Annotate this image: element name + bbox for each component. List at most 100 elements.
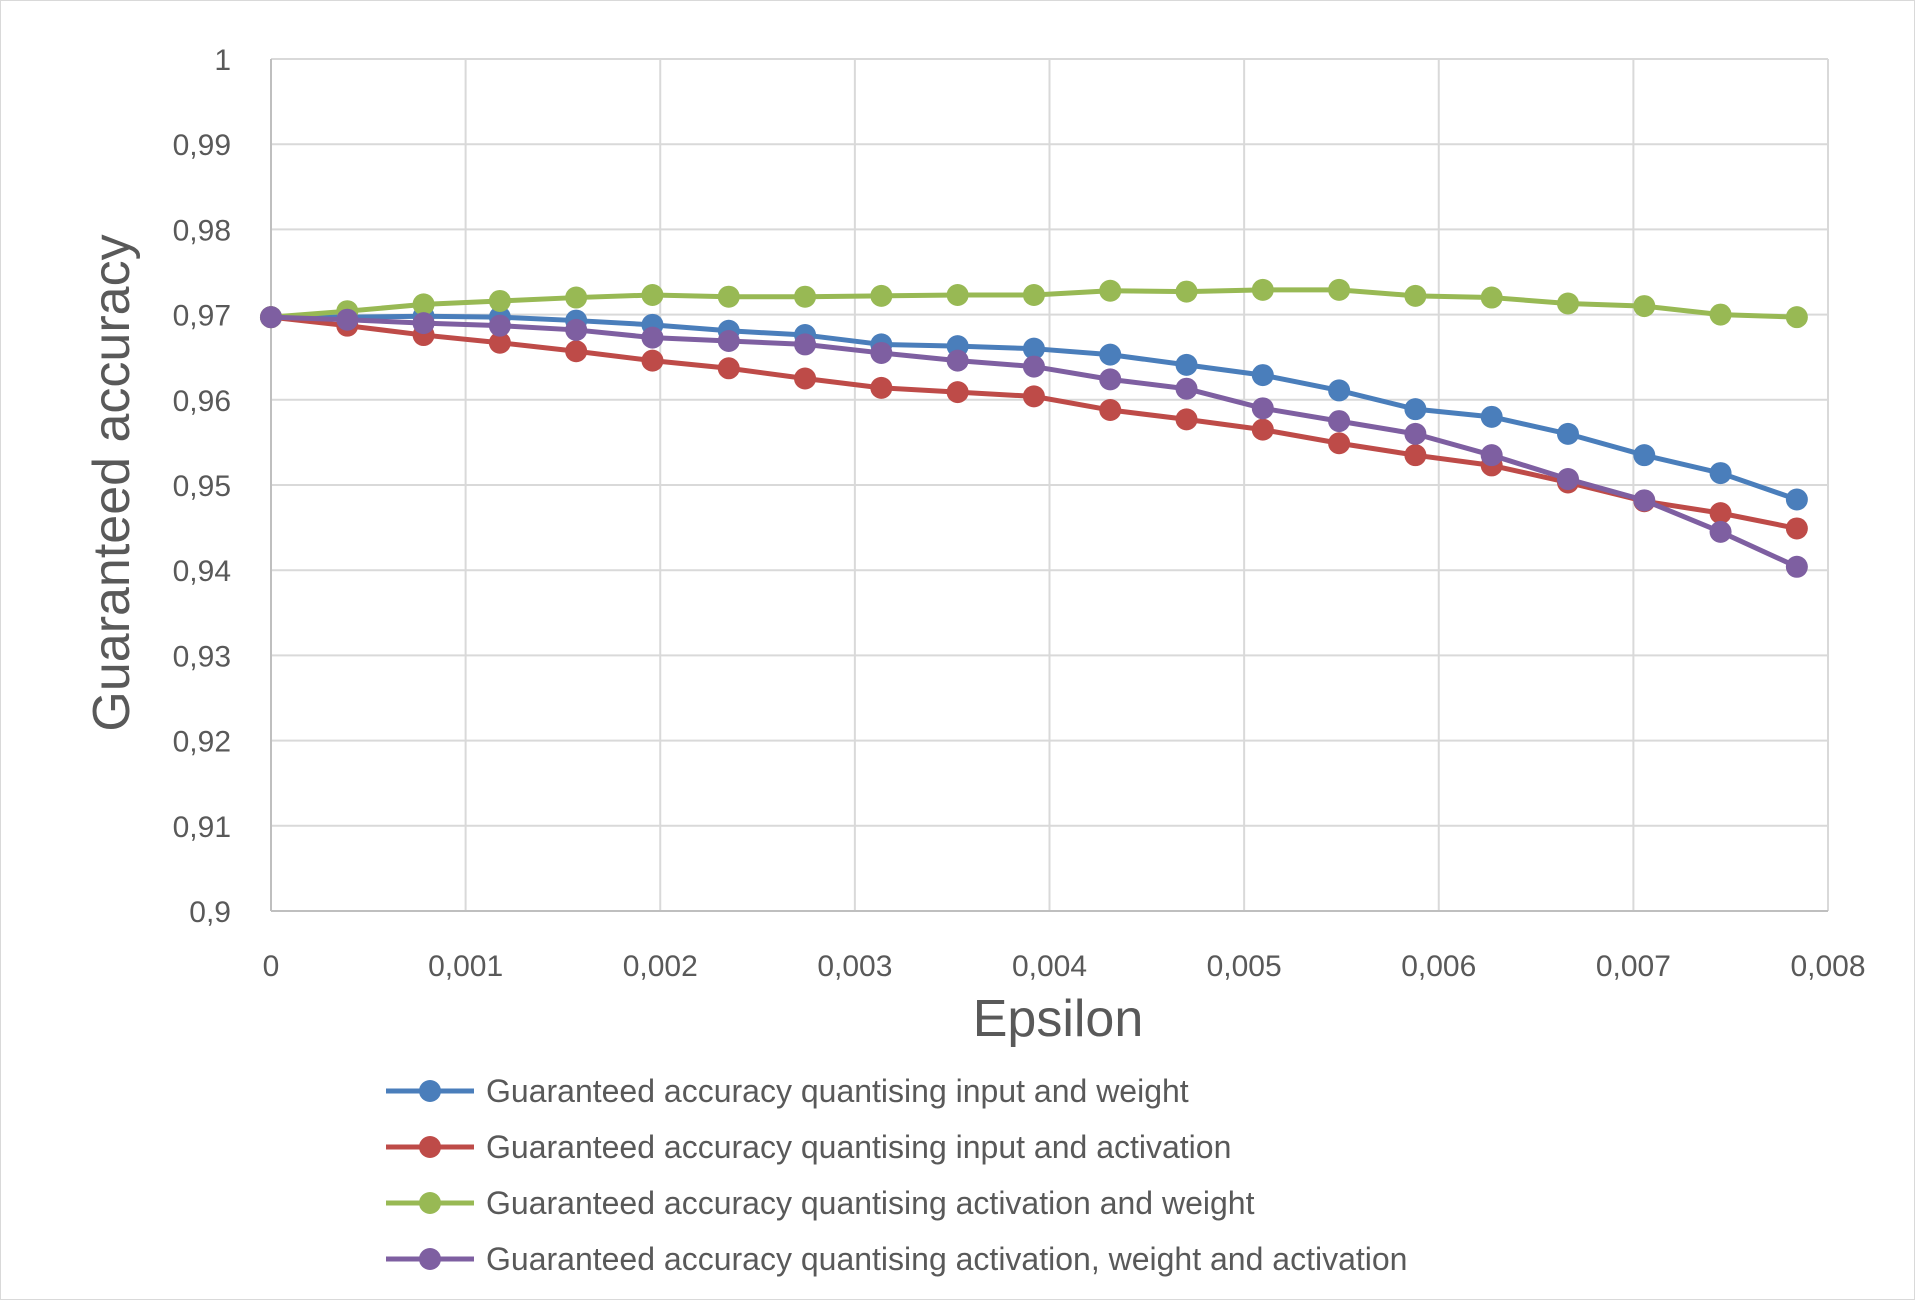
y-axis-title: Guaranteed accuracy <box>83 234 141 731</box>
data-point <box>1556 468 1579 491</box>
x-tick-label: 0,006 <box>1401 950 1476 983</box>
data-point <box>946 349 969 372</box>
data-point <box>1251 418 1274 441</box>
data-point <box>870 376 893 399</box>
data-point <box>870 284 893 307</box>
data-point <box>1709 502 1732 525</box>
data-point <box>1175 353 1198 376</box>
data-point <box>641 349 664 372</box>
y-tick-label: 0,93 <box>173 640 231 673</box>
y-tick-label: 0,99 <box>173 129 231 162</box>
data-point <box>1175 408 1198 431</box>
data-point <box>1328 379 1351 402</box>
y-tick-label: 0,95 <box>173 470 231 503</box>
data-point <box>1099 368 1122 391</box>
data-point <box>1633 295 1656 318</box>
data-point <box>1556 292 1579 315</box>
data-point <box>1480 286 1503 309</box>
legend-marker <box>419 1080 441 1102</box>
legend-label: Guaranteed accuracy quantising activatio… <box>486 1241 1407 1277</box>
legend-entry: Guaranteed accuracy quantising input and… <box>386 1073 1189 1109</box>
y-tick-label: 1 <box>214 44 231 77</box>
data-point <box>794 285 817 308</box>
data-point <box>794 367 817 390</box>
x-tick-label: 0,008 <box>1790 950 1865 983</box>
y-tick-label: 0,96 <box>173 385 231 418</box>
data-point <box>565 286 588 309</box>
data-point <box>1709 462 1732 485</box>
tick-labels: 0,9 0,91 0,92 0,93 0,94 0,95 0,96 0,97 0,98 0,99 1… <box>173 44 1866 983</box>
legend-entry: Guaranteed accuracy quantising activatio… <box>386 1185 1255 1221</box>
data-point <box>488 331 511 354</box>
legend-entry: Guaranteed accuracy quantising input and… <box>386 1129 1231 1165</box>
data-point <box>1785 555 1808 578</box>
data-point <box>946 381 969 404</box>
data-point <box>717 285 740 308</box>
legend-entry: Guaranteed accuracy quantising activatio… <box>386 1241 1407 1277</box>
data-point <box>794 333 817 356</box>
legend-label: Guaranteed accuracy quantising input and… <box>486 1129 1231 1165</box>
data-point <box>1785 488 1808 511</box>
data-point <box>1099 399 1122 422</box>
data-point <box>1099 279 1122 302</box>
legend-marker <box>419 1248 441 1270</box>
data-point <box>641 326 664 349</box>
data-point <box>260 306 282 329</box>
data-point <box>946 284 969 307</box>
x-tick-label: 0 <box>263 950 280 983</box>
data-point <box>1785 306 1808 329</box>
data-point <box>1251 278 1274 301</box>
data-point <box>1404 398 1427 421</box>
y-tick-label: 0,92 <box>173 726 231 759</box>
data-point <box>1404 422 1427 445</box>
data-point <box>1556 422 1579 445</box>
data-point <box>1022 355 1045 378</box>
y-tick-label: 0,91 <box>173 811 231 844</box>
data-point <box>1785 517 1808 540</box>
data-point <box>641 284 664 307</box>
data-point <box>412 293 435 316</box>
data-point <box>1251 397 1274 420</box>
axes <box>270 59 1828 912</box>
x-axis-title: Epsilon <box>973 990 1144 1048</box>
data-point <box>717 330 740 353</box>
data-point <box>488 289 511 312</box>
data-point <box>412 312 435 335</box>
data-point <box>717 357 740 380</box>
legend-marker <box>419 1136 441 1158</box>
data-point <box>1709 520 1732 543</box>
data-point <box>1022 284 1045 307</box>
x-tick-label: 0,003 <box>817 950 892 983</box>
data-point <box>1633 444 1656 467</box>
data-point <box>1480 405 1503 428</box>
x-tick-label: 0,007 <box>1596 950 1671 983</box>
data-point <box>1022 385 1045 408</box>
data-point <box>1099 343 1122 366</box>
data-point <box>565 318 588 341</box>
data-point <box>1709 303 1732 326</box>
legend-marker <box>419 1192 441 1214</box>
data-point <box>1328 278 1351 301</box>
data-point <box>1328 410 1351 433</box>
data-point <box>1633 489 1656 512</box>
data-point <box>1480 444 1503 467</box>
data-point <box>1175 280 1198 303</box>
data-point <box>1328 432 1351 455</box>
legend-label: Guaranteed accuracy quantising activatio… <box>486 1185 1255 1221</box>
data-point <box>870 341 893 364</box>
x-tick-label: 0,004 <box>1012 950 1087 983</box>
data-point <box>336 308 359 331</box>
legend-label: Guaranteed accuracy quantising input and… <box>486 1073 1189 1109</box>
data-point <box>1175 377 1198 400</box>
x-tick-label: 0,002 <box>623 950 698 983</box>
series-4 <box>260 306 1808 578</box>
x-tick-label: 0,001 <box>428 950 503 983</box>
y-tick-label: 0,9 <box>189 896 231 929</box>
series-group <box>260 278 1808 578</box>
data-point <box>1022 337 1045 360</box>
y-tick-label: 0,97 <box>173 300 231 333</box>
data-point <box>1251 364 1274 387</box>
data-point <box>488 314 511 337</box>
